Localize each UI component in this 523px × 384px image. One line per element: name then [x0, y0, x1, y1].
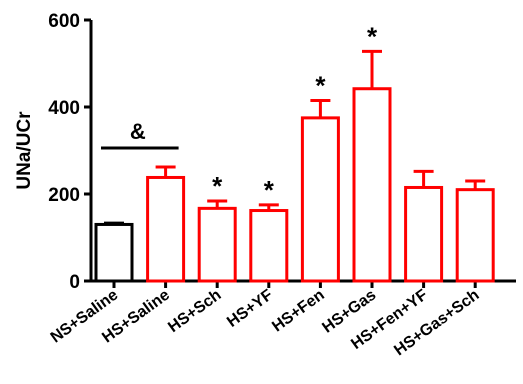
bar	[249, 209, 289, 283]
annotations: * * * * &	[101, 21, 378, 205]
error-bars	[104, 49, 486, 225]
x-tick-label: HS+YF	[224, 286, 276, 330]
x-tick-label: HS+Fen	[269, 286, 328, 335]
significance-marker: *	[367, 21, 378, 51]
y-tick-label: 400	[48, 98, 80, 119]
bar	[197, 206, 237, 283]
y-tick-label: 0	[69, 272, 80, 293]
significance-marker: *	[315, 70, 326, 100]
bar	[94, 222, 134, 283]
bar	[404, 185, 444, 283]
y-tick-label: 600	[48, 11, 80, 32]
bar	[455, 188, 495, 283]
bar	[352, 87, 392, 283]
significance-marker: *	[264, 175, 275, 205]
y-axis-label: UNa/UCr	[14, 111, 35, 190]
bar	[300, 116, 340, 283]
x-tick-label: HS+Sch	[165, 286, 224, 336]
bar	[146, 175, 186, 283]
bars	[94, 87, 495, 283]
comparison-symbol: &	[130, 119, 146, 144]
y-tick-label: 200	[48, 185, 80, 206]
significance-marker: *	[212, 171, 223, 201]
